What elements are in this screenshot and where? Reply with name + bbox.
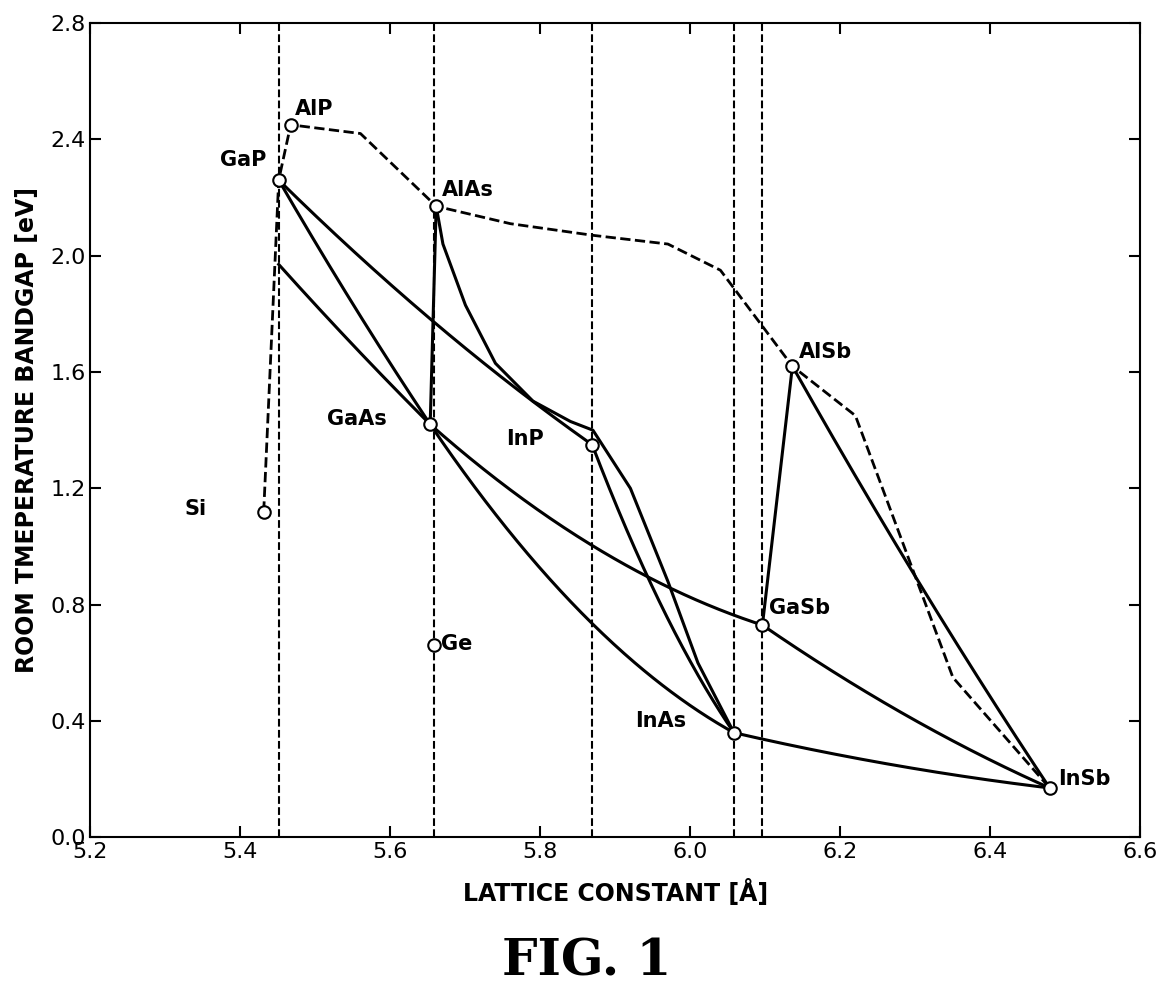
Text: InAs: InAs — [636, 711, 686, 731]
Text: InP: InP — [507, 428, 544, 448]
Text: GaP: GaP — [221, 150, 266, 170]
Text: AlAs: AlAs — [441, 180, 494, 200]
Text: GaAs: GaAs — [327, 408, 387, 428]
Y-axis label: ROOM TMEPERATURE BANDGAP [eV]: ROOM TMEPERATURE BANDGAP [eV] — [15, 187, 39, 674]
Text: Ge: Ge — [441, 634, 473, 654]
Text: Si: Si — [184, 498, 206, 519]
Text: InSb: InSb — [1058, 769, 1111, 789]
Text: AlP: AlP — [294, 99, 333, 119]
Text: FIG. 1: FIG. 1 — [502, 938, 671, 987]
X-axis label: LATTICE CONSTANT [Å]: LATTICE CONSTANT [Å] — [463, 879, 768, 906]
Text: AlSb: AlSb — [799, 342, 853, 361]
Text: GaSb: GaSb — [769, 598, 830, 618]
